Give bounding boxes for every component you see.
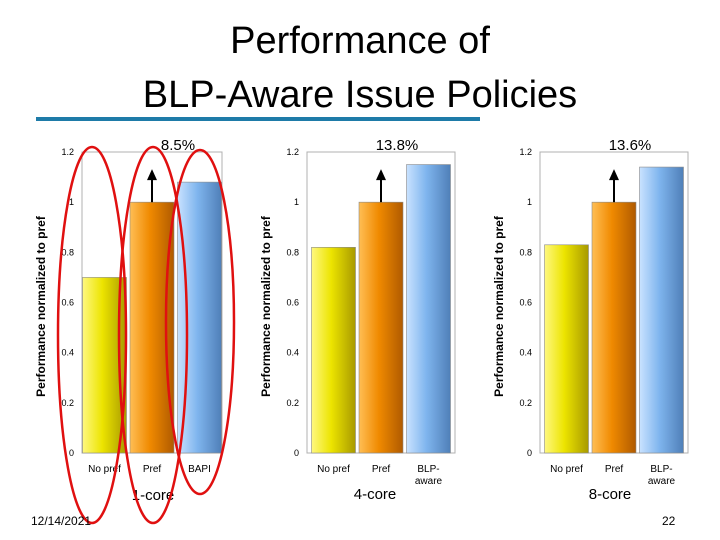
bar-blp-aware [406, 164, 451, 454]
bar-blp-aware [639, 166, 684, 454]
core-count-label: 8-core [589, 486, 632, 503]
title-underline [36, 117, 480, 121]
improvement-callout: 13.8% [376, 137, 419, 154]
bar-no-pref [311, 247, 356, 454]
x-tick-label: Pref [372, 464, 391, 475]
bar-pref [129, 201, 175, 454]
y-axis-label: Performance normalized to pref [34, 215, 48, 397]
y-tick-label: 1.2 [61, 147, 74, 157]
y-tick-label: 0 [294, 448, 299, 458]
x-tick-label: Pref [605, 464, 624, 475]
chart-2: 0 0.2 0.4 0.6 0.8 1 1.2 Performance normalized … [259, 137, 456, 503]
improvement-arrow-head [376, 169, 386, 181]
highlight-ellipse [164, 148, 236, 496]
y-tick-label: 1 [527, 197, 532, 207]
x-tick-label: Pref [143, 464, 162, 475]
x-tick-label: aware [648, 476, 676, 487]
y-tick-label: 0.6 [61, 298, 74, 308]
y-tick-label: 0.2 [519, 398, 532, 408]
y-tick-label: 0.8 [519, 247, 532, 257]
highlight-ellipse [117, 145, 189, 525]
slide-date: 12/14/2021 [31, 514, 92, 528]
y-tick-label: 1 [69, 197, 74, 207]
improvement-arrow-head [609, 169, 619, 181]
y-tick-label: 0.4 [519, 348, 532, 358]
y-tick-label: 0.6 [519, 298, 532, 308]
x-tick-label: BLP- [650, 464, 672, 475]
y-axis-label: Performance normalized to pref [259, 215, 273, 397]
y-tick-label: 0.4 [286, 348, 299, 358]
x-tick-label: No pref [550, 464, 583, 475]
improvement-callout: 13.6% [609, 137, 652, 154]
x-tick-label: BAPI [188, 464, 211, 475]
bar-pref [358, 201, 404, 454]
x-tick-label: aware [415, 476, 443, 487]
y-tick-label: 0 [527, 448, 532, 458]
improvement-callout: 8.5% [161, 137, 195, 154]
x-tick-label: BLP- [417, 464, 439, 475]
y-tick-label: 0.8 [286, 247, 299, 257]
chart-3: 0 0.2 0.4 0.6 0.8 1 1.2 Performance normalized … [492, 137, 689, 503]
bar-pref [591, 201, 637, 454]
x-tick-label: No pref [317, 464, 350, 475]
y-tick-label: 0.2 [286, 398, 299, 408]
y-tick-label: 0 [69, 448, 74, 458]
y-tick-label: 0.2 [61, 398, 74, 408]
core-count-label: 4-core [354, 486, 397, 503]
y-tick-label: 1 [294, 197, 299, 207]
x-tick-label: No pref [88, 464, 121, 475]
y-axis-label: Performance normalized to pref [492, 215, 506, 397]
slide-page-number: 22 [662, 514, 676, 528]
chart-1: 0 0.2 0.4 0.6 0.8 1 1.2 Performance normalized … [34, 137, 223, 504]
y-tick-label: 0.4 [61, 348, 74, 358]
improvement-arrow-head [147, 169, 157, 181]
core-count-label: 1-core [132, 487, 175, 504]
y-tick-label: 1.2 [519, 147, 532, 157]
bar-no-pref [544, 244, 589, 454]
highlight-ellipse [56, 145, 128, 525]
slide-title-line-1: Performance of [230, 20, 490, 62]
y-tick-label: 0.6 [286, 298, 299, 308]
y-tick-label: 1.2 [286, 147, 299, 157]
slide-title-line-2: BLP-Aware Issue Policies [142, 74, 578, 116]
y-tick-label: 0.8 [61, 247, 74, 257]
